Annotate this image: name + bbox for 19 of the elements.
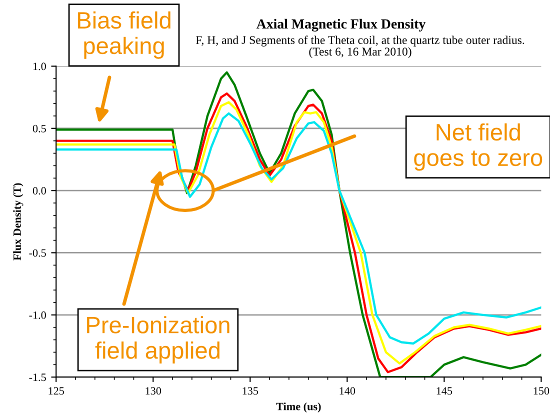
y-tick-label: -1.0	[29, 311, 46, 319]
x-tick-label: 130	[146, 387, 162, 395]
y-tick-label: -0.5	[29, 249, 46, 257]
text: Bias field peaking	[78, 11, 170, 59]
x-tick-label: 135	[242, 387, 258, 395]
x-tick-label: 145	[436, 387, 452, 395]
y-tick-label: 0.5	[32, 124, 46, 132]
annotation: Net field goes to zero	[414, 123, 542, 171]
x-axis-title: Time (us)	[276, 402, 321, 413]
chart-title: Axial Magnetic Flux Density	[256, 18, 426, 32]
chart-subtitle: F, H, and J Segments of the Theta coil, at the quartz tube outer radius. (Test 6, 16 Mar 2010)	[196, 36, 524, 58]
x-tick-label: 125	[48, 387, 64, 395]
y-tick-label: 1.0	[33, 62, 46, 70]
x-tick-label: 140	[340, 387, 356, 395]
x-tick-label: 150	[534, 387, 550, 395]
y-tick-label: 0.0	[32, 187, 46, 195]
y-tick-label: -1.5	[29, 374, 46, 382]
y-axis-title: Flux Density (T)	[13, 183, 24, 260]
annotation: Pre-Ionization field applied	[87, 316, 230, 364]
